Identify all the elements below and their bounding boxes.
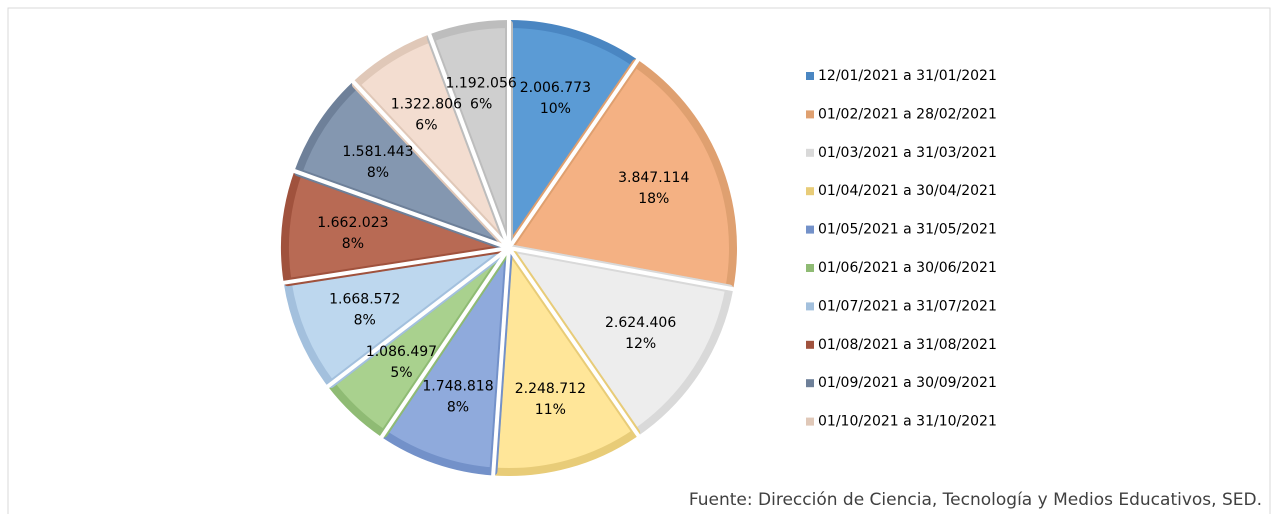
legend-label: 12/01/2021 a 31/01/2021 xyxy=(818,68,997,84)
legend-swatch xyxy=(806,225,814,234)
slice-separator xyxy=(291,168,510,250)
legend-label: 01/03/2021 a 31/03/2021 xyxy=(818,145,997,161)
slice-separator xyxy=(325,246,511,390)
data-label: 1.748.818 xyxy=(422,378,493,394)
data-label: 1.668.572 xyxy=(329,291,400,307)
legend-label: 01/07/2021 a 31/07/2021 xyxy=(818,298,997,314)
pie-slice xyxy=(505,244,734,437)
slice-separator xyxy=(508,246,736,292)
data-label: 1.662.023 xyxy=(317,215,388,231)
legend-label: 01/05/2021 a 31/05/2021 xyxy=(818,222,997,238)
legend-swatch xyxy=(806,264,814,272)
legend-label: 01/08/2021 a 31/08/2021 xyxy=(818,337,997,353)
slice-separator xyxy=(426,31,511,249)
slice-separator xyxy=(507,246,642,439)
legend-label: 01/04/2021 a 30/04/2021 xyxy=(818,183,997,199)
legend-swatch xyxy=(806,187,814,196)
legend-swatch xyxy=(806,379,814,388)
legend-label: 01/09/2021 a 30/09/2021 xyxy=(818,375,997,391)
percent-label: 8% xyxy=(354,312,376,328)
pie-slice xyxy=(505,59,737,293)
data-label: 2.248.712 xyxy=(515,381,586,397)
legend-swatch xyxy=(806,148,814,157)
data-label: 2.624.406 xyxy=(605,315,676,331)
percent-label: 10% xyxy=(540,101,571,117)
percent-label: 11% xyxy=(535,402,566,418)
slice-separator xyxy=(378,246,511,440)
percent-label: 12% xyxy=(625,336,656,352)
data-label: 1.086.497 xyxy=(366,344,437,360)
legend-label: 01/10/2021 a 31/10/2021 xyxy=(818,414,997,430)
percent-label: 8% xyxy=(367,165,389,181)
legend-swatch xyxy=(806,302,814,311)
legend-swatch xyxy=(806,340,814,349)
legend-label: 01/06/2021 a 30/06/2021 xyxy=(818,260,997,276)
percent-label: 8% xyxy=(342,236,364,252)
percent-label: 18% xyxy=(638,191,669,207)
data-label: 1.322.806 xyxy=(391,97,462,113)
legend-swatch xyxy=(806,72,814,80)
source-note: Fuente: Dirección de Ciencia, Tecnología… xyxy=(689,490,1262,510)
data-label: 2.006.773 xyxy=(520,80,591,96)
data-label: 3.847.114 xyxy=(618,170,689,186)
percent-label: 8% xyxy=(447,399,469,415)
pie-slice xyxy=(505,20,640,252)
percent-label: 6% xyxy=(470,97,492,113)
percent-label: 6% xyxy=(415,118,437,134)
legend-label: 01/02/2021 a 28/02/2021 xyxy=(818,106,997,122)
slice-separator xyxy=(281,246,510,286)
legend-swatch xyxy=(806,417,814,426)
slice-separator xyxy=(350,78,511,250)
slice-separator xyxy=(491,247,511,478)
data-label: 1.192.056 xyxy=(446,76,517,92)
data-label: 1.581.443 xyxy=(342,144,413,160)
legend-swatch xyxy=(806,110,814,119)
slice-separator xyxy=(507,57,641,250)
pie-slice xyxy=(489,244,641,476)
percent-label: 5% xyxy=(390,365,412,381)
